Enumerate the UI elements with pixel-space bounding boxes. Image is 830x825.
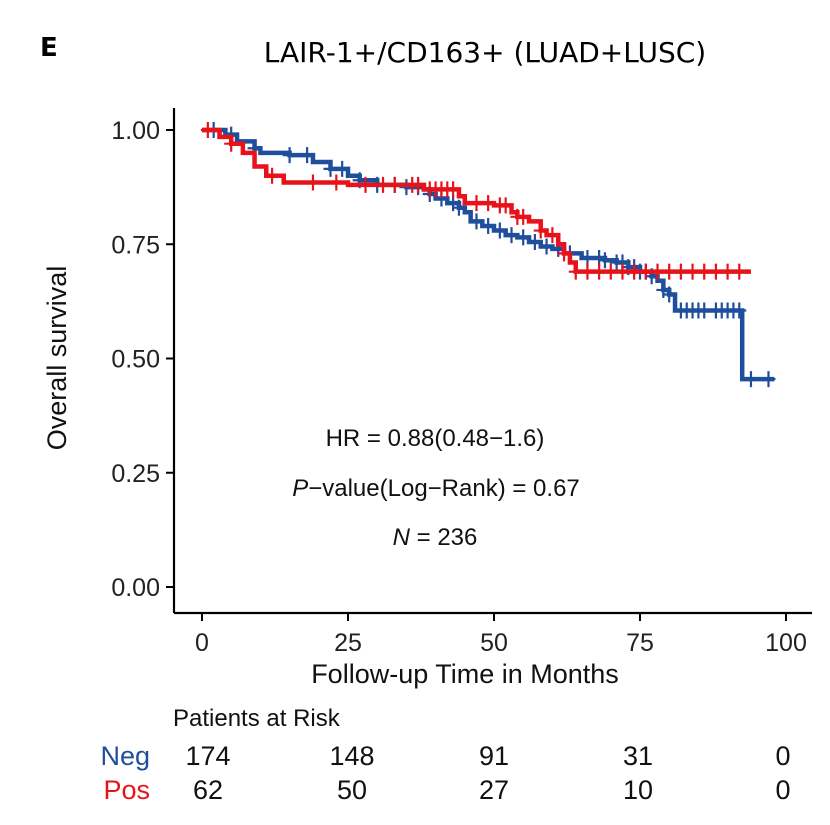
censor-mark	[545, 227, 560, 244]
risk-value-pos: 10	[623, 775, 653, 805]
censor-mark	[539, 238, 554, 255]
p-rest: −value(Log−Rank) = 0.67	[308, 475, 580, 502]
censor-mark	[627, 263, 642, 280]
n-label: N	[393, 524, 411, 551]
censor-mark	[720, 263, 735, 280]
censor-mark	[597, 252, 612, 269]
risk-value-neg: 148	[329, 741, 374, 771]
censor-mark	[200, 122, 215, 138]
risk-value-pos: 27	[479, 775, 509, 805]
censor-mark	[300, 147, 315, 164]
n-text: N = 236	[393, 524, 478, 551]
censor-mark	[697, 263, 712, 280]
n-rest: = 236	[410, 524, 477, 551]
censor-mark	[492, 222, 507, 239]
hr-text: HR = 0.88(0.48−1.6)	[326, 425, 545, 452]
censor-mark	[732, 302, 747, 319]
censor-mark	[685, 263, 700, 280]
censor-mark	[323, 160, 338, 177]
censor-mark	[265, 167, 280, 184]
series-neg	[202, 122, 776, 388]
plot-area: 0.00 0.25 0.50 0.75 1.00 0 25 50 75 100	[111, 108, 812, 657]
censor-mark	[557, 245, 572, 262]
series-pos	[200, 122, 751, 280]
censor-mark	[451, 199, 466, 216]
censor-mark	[411, 176, 426, 193]
censor-mark	[469, 195, 484, 212]
risk-table: Patients at Risk Neg 174 148 91 31 0 Pos 62 50 27…	[100, 705, 790, 805]
x-tick-label: 50	[480, 629, 508, 657]
risk-value-neg: 31	[623, 741, 653, 771]
p-value-text: P−value(Log−Rank) = 0.67	[292, 475, 580, 502]
x-tick-label: 0	[195, 629, 209, 657]
x-axis: 0 25 50 75 100	[174, 611, 812, 657]
censor-mark	[527, 233, 542, 250]
censor-mark	[615, 263, 630, 280]
risk-value-pos: 0	[775, 775, 790, 805]
stats-annotation: HR = 0.88(0.48−1.6) P−value(Log−Rank) = …	[292, 425, 580, 551]
censor-mark	[592, 249, 607, 266]
y-tick-label: 1.00	[111, 117, 160, 145]
y-tick-label: 0.50	[111, 346, 160, 374]
x-axis-title: Follow-up Time in Months	[311, 659, 619, 689]
censor-mark	[662, 263, 677, 280]
risk-row-label-pos: Pos	[103, 775, 150, 805]
risk-value-pos: 62	[193, 775, 223, 805]
x-tick-label: 75	[626, 629, 654, 657]
censor-mark	[498, 197, 513, 214]
censor-mark	[580, 249, 595, 266]
censor-mark	[335, 160, 350, 177]
risk-value-neg: 174	[185, 741, 230, 771]
censor-mark	[732, 263, 747, 280]
censor-mark	[481, 195, 496, 212]
x-tick-label: 25	[334, 629, 362, 657]
censor-mark	[761, 371, 776, 388]
chart-title: LAIR-1+/CD163+ (LUAD+LUSC)	[264, 36, 706, 69]
risk-value-neg: 0	[775, 741, 790, 771]
censor-mark	[224, 135, 239, 152]
censor-mark	[533, 222, 548, 239]
censor-mark	[650, 263, 665, 280]
censor-mark	[662, 286, 677, 303]
y-tick-label: 0.25	[111, 460, 160, 488]
censor-mark	[568, 263, 583, 280]
censor-mark	[481, 217, 496, 234]
censor-mark	[603, 263, 618, 280]
risk-value-pos: 50	[337, 775, 367, 805]
risk-table-title: Patients at Risk	[173, 705, 341, 732]
censor-mark	[697, 302, 712, 319]
censor-mark	[376, 176, 391, 193]
censor-mark	[358, 176, 373, 193]
y-tick-label: 0.00	[111, 574, 160, 602]
p-label: P	[292, 475, 308, 502]
censor-mark	[504, 227, 519, 244]
y-axis-title: Overall survival	[42, 266, 72, 451]
risk-row-label-neg: Neg	[100, 741, 150, 771]
censor-mark	[305, 174, 320, 191]
censor-mark	[446, 181, 461, 198]
censor-mark	[387, 176, 402, 193]
censor-mark	[516, 208, 531, 225]
censor-mark	[580, 263, 595, 280]
censor-mark	[743, 371, 758, 388]
panel-label: E	[40, 33, 58, 63]
censor-mark	[469, 213, 484, 230]
censor-mark	[638, 263, 653, 280]
risk-value-neg: 91	[479, 741, 509, 771]
censor-mark	[282, 147, 297, 164]
y-tick-label: 0.75	[111, 231, 160, 259]
censor-mark	[708, 263, 723, 280]
censor-mark	[329, 174, 344, 191]
series-layer	[200, 122, 776, 388]
censor-mark	[516, 229, 531, 246]
censor-mark	[673, 263, 688, 280]
x-tick-label: 100	[765, 629, 807, 657]
censor-mark	[399, 179, 414, 196]
y-axis: 0.00 0.25 0.50 0.75 1.00	[111, 108, 176, 613]
survival-curve-neg	[202, 127, 775, 382]
censor-mark	[592, 263, 607, 280]
